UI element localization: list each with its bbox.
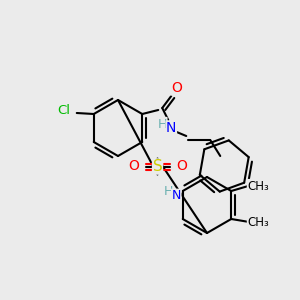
Text: H: H [158,118,167,130]
Text: S: S [153,159,162,174]
Text: O: O [171,81,182,95]
Text: N: N [172,189,181,202]
Text: CH₃: CH₃ [248,215,269,229]
Text: O: O [176,160,187,173]
Text: O: O [128,160,139,173]
Text: CH₃: CH₃ [248,179,269,193]
Text: H: H [164,185,173,198]
Text: N: N [166,121,176,135]
Text: Cl: Cl [57,103,70,116]
